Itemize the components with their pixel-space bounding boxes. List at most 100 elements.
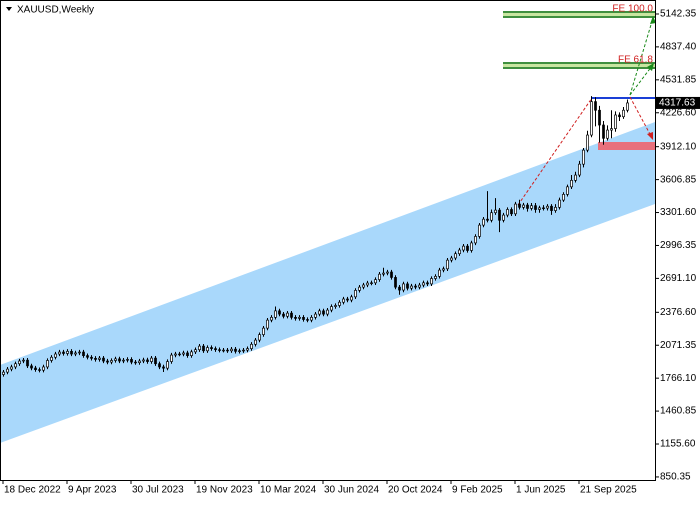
- candle-body: [562, 194, 565, 201]
- candle-body: [438, 269, 441, 277]
- y-tick-label: 3301.60: [660, 207, 697, 218]
- candle-body: [54, 353, 57, 358]
- candle-body: [518, 203, 521, 208]
- candle-body: [614, 114, 617, 129]
- candle-body: [554, 206, 557, 211]
- candle-body: [582, 149, 585, 165]
- candle-body: [90, 356, 93, 359]
- candles: [2, 96, 629, 377]
- candle-body: [206, 347, 209, 352]
- candle-body: [102, 357, 105, 362]
- support-zone: [598, 142, 655, 150]
- candle-body: [530, 205, 533, 209]
- candle-body: [62, 351, 65, 354]
- target-arrow: [629, 17, 654, 96]
- x-tick-label: 19 Nov 2023: [196, 485, 253, 496]
- candle-body: [126, 359, 129, 361]
- candle-body: [210, 347, 213, 349]
- candle-body: [274, 310, 277, 318]
- candle-body: [394, 277, 397, 288]
- candle-body: [258, 334, 261, 341]
- y-tick-label: 4837.40: [660, 42, 697, 53]
- candle-body: [606, 129, 609, 139]
- candle-body: [70, 350, 73, 355]
- candle-body: [14, 363, 17, 368]
- candle-body: [482, 218, 485, 226]
- candle-body: [266, 319, 269, 329]
- candle-body: [6, 368, 9, 373]
- candle-body: [298, 316, 301, 319]
- candle-body: [50, 356, 53, 361]
- y-tick-label: 3912.10: [660, 141, 697, 152]
- candle-body: [326, 309, 329, 315]
- arrow-head: [650, 16, 656, 24]
- candle-body: [222, 349, 225, 352]
- candle-body: [142, 359, 145, 362]
- y-tick-label: 2996.35: [660, 240, 697, 251]
- candle-body: [478, 224, 481, 237]
- candle-body: [74, 352, 77, 355]
- candle-body: [306, 319, 309, 321]
- candle-body: [270, 316, 273, 321]
- candle-body: [426, 282, 429, 285]
- target-arrow: [629, 96, 652, 137]
- candle-body: [398, 286, 401, 291]
- candle-body: [374, 279, 377, 284]
- candle-body: [170, 354, 173, 362]
- candle-body: [514, 203, 517, 215]
- y-tick-label: 1460.85: [660, 406, 697, 417]
- fe-zone-100-inner: [503, 13, 655, 16]
- candle-body: [262, 327, 265, 335]
- candle-body: [314, 313, 317, 318]
- candle-body: [82, 351, 85, 356]
- candle-body: [286, 312, 289, 317]
- y-tick-label: 2376.60: [660, 307, 697, 318]
- x-tick-label: 18 Dec 2022: [4, 485, 61, 496]
- candle-body: [622, 109, 625, 118]
- candle-body: [362, 284, 365, 288]
- x-tick-label: 30 Jul 2023: [132, 485, 184, 496]
- candle-body: [26, 359, 29, 367]
- candle-body: [46, 360, 49, 368]
- candle-body: [502, 214, 505, 221]
- candle-body: [42, 366, 45, 371]
- arrow-head: [647, 132, 653, 140]
- candle-body: [22, 359, 25, 362]
- candle-body: [470, 242, 473, 251]
- x-tick-label: 10 Mar 2024: [260, 485, 317, 496]
- candle-body: [18, 360, 21, 365]
- candle-body: [218, 349, 221, 351]
- candle-body: [254, 339, 257, 345]
- candle-body: [110, 360, 113, 363]
- price-label: 4317.63: [659, 98, 696, 109]
- candle-body: [610, 128, 613, 131]
- candle-body: [358, 286, 361, 291]
- candle-body: [130, 359, 133, 363]
- candle-body: [30, 365, 33, 369]
- candle-body: [166, 361, 169, 369]
- candle-body: [114, 358, 117, 361]
- candle-body: [490, 212, 493, 221]
- candle-body: [498, 209, 501, 221]
- y-tick-label: 2071.35: [660, 340, 697, 351]
- candle-body: [246, 348, 249, 351]
- candle-body: [34, 367, 37, 371]
- candle-body: [146, 359, 149, 362]
- candle-body: [422, 282, 425, 286]
- candle-body: [66, 350, 69, 354]
- candle-body: [402, 283, 405, 291]
- candle-body: [154, 357, 157, 365]
- candle-body: [370, 282, 373, 284]
- y-tick-label: 850.35: [660, 472, 691, 483]
- candle-body: [594, 101, 597, 111]
- candle-body: [570, 180, 573, 188]
- y-tick-label: 1766.10: [660, 373, 697, 384]
- candle-body: [118, 358, 121, 362]
- candle-body: [162, 366, 165, 369]
- candle-body: [138, 360, 141, 363]
- candle-body: [410, 285, 413, 289]
- price-label-box: [656, 96, 700, 109]
- x-tick-label: 9 Apr 2023: [68, 485, 117, 496]
